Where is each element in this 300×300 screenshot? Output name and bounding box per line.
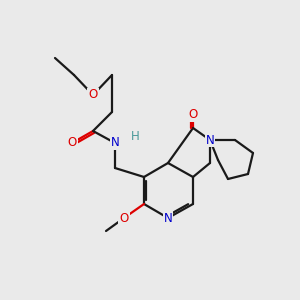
Text: H: H <box>130 130 140 142</box>
Text: N: N <box>164 212 172 224</box>
Text: O: O <box>88 88 98 101</box>
Text: O: O <box>119 212 129 224</box>
Text: O: O <box>68 136 76 149</box>
Text: N: N <box>111 136 119 149</box>
Text: O: O <box>188 109 198 122</box>
Text: N: N <box>206 134 214 146</box>
